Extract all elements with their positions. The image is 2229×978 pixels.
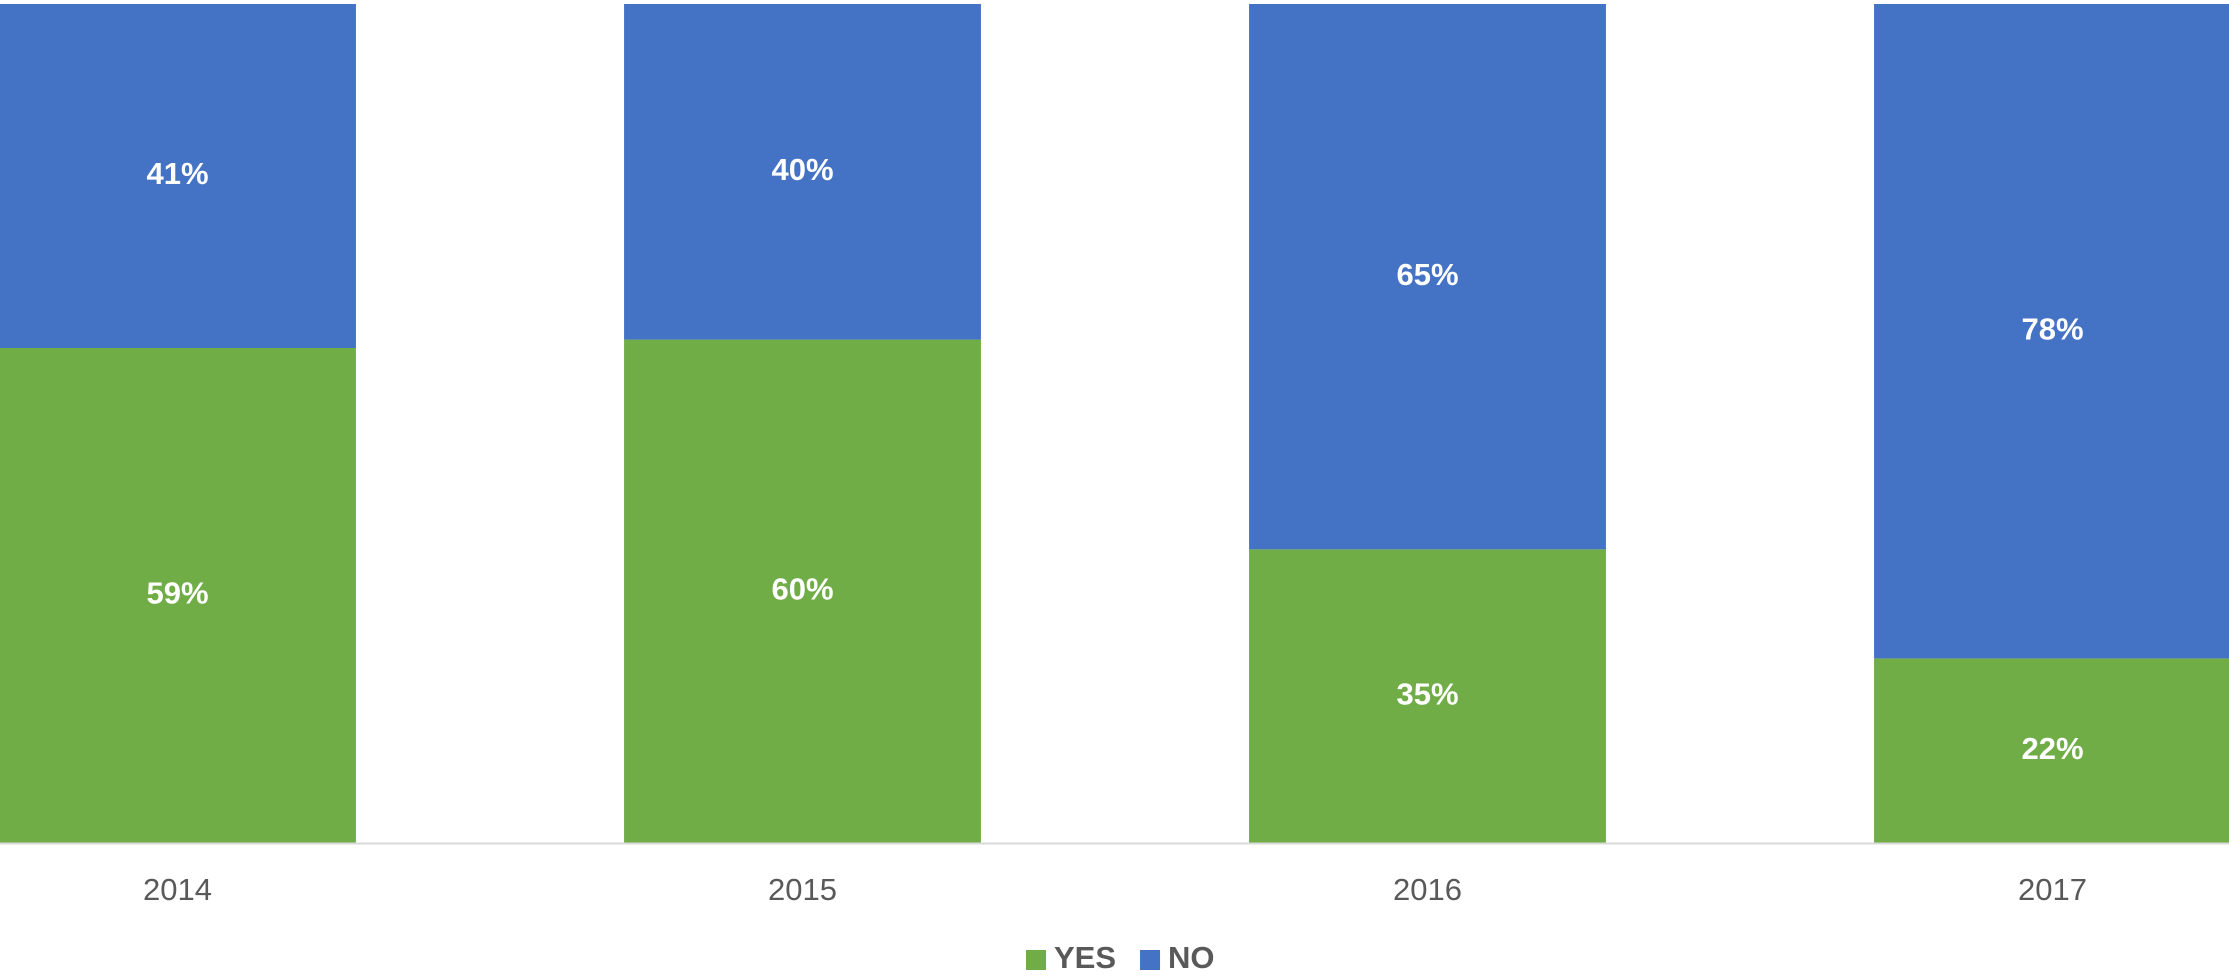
x-tick-label: 2016 bbox=[1393, 872, 1462, 907]
bar-segment bbox=[1249, 4, 1606, 550]
x-tick-label: 2017 bbox=[2018, 872, 2087, 907]
bar-segment bbox=[624, 339, 981, 843]
bar-segment bbox=[0, 4, 356, 348]
bar-segment bbox=[1249, 549, 1606, 843]
x-tick-label: 2015 bbox=[768, 872, 837, 907]
bar-segment bbox=[1874, 658, 2229, 843]
data-label: 22% bbox=[2021, 731, 2083, 766]
legend-label: YES bbox=[1054, 940, 1116, 975]
legend-swatch bbox=[1140, 950, 1161, 970]
data-label: 78% bbox=[2021, 311, 2083, 346]
data-label: 35% bbox=[1396, 676, 1458, 711]
x-tick-label: 2014 bbox=[143, 872, 212, 907]
data-label: 60% bbox=[771, 571, 833, 606]
data-label: 40% bbox=[771, 152, 833, 187]
bar-segment bbox=[0, 347, 356, 843]
bar-segment bbox=[624, 4, 981, 340]
bar-segment bbox=[1874, 4, 2229, 659]
data-label: 65% bbox=[1396, 257, 1458, 292]
data-label: 59% bbox=[146, 576, 208, 611]
legend-label: NO bbox=[1168, 940, 1215, 975]
legend-swatch bbox=[1026, 950, 1046, 970]
data-label: 41% bbox=[146, 156, 208, 191]
